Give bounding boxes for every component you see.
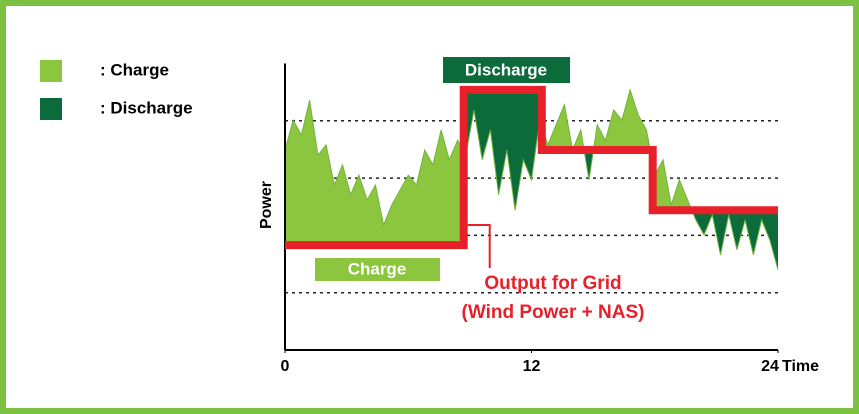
legend-label: : Discharge xyxy=(100,98,193,117)
x-tick-label: 24 xyxy=(761,358,779,375)
legend-swatch xyxy=(40,98,62,120)
y-axis-label: Power xyxy=(258,181,275,229)
legend-label: : Charge xyxy=(100,60,169,79)
charge-label: Charge xyxy=(348,259,407,278)
output-line xyxy=(285,85,778,250)
legend-swatch xyxy=(40,60,62,82)
wind-line xyxy=(284,88,779,270)
discharge-label-box xyxy=(443,57,570,83)
connector xyxy=(467,224,491,268)
x-tick-label: 0 xyxy=(281,358,290,375)
x-axis-label: Time xyxy=(782,358,819,375)
x-tick-label: 12 xyxy=(523,358,541,375)
output-label: (Wind Power + NAS) xyxy=(462,302,645,323)
discharge-label: Discharge xyxy=(465,60,547,79)
output-label: Output for Grid xyxy=(484,273,621,294)
charge-label-box xyxy=(315,258,440,281)
